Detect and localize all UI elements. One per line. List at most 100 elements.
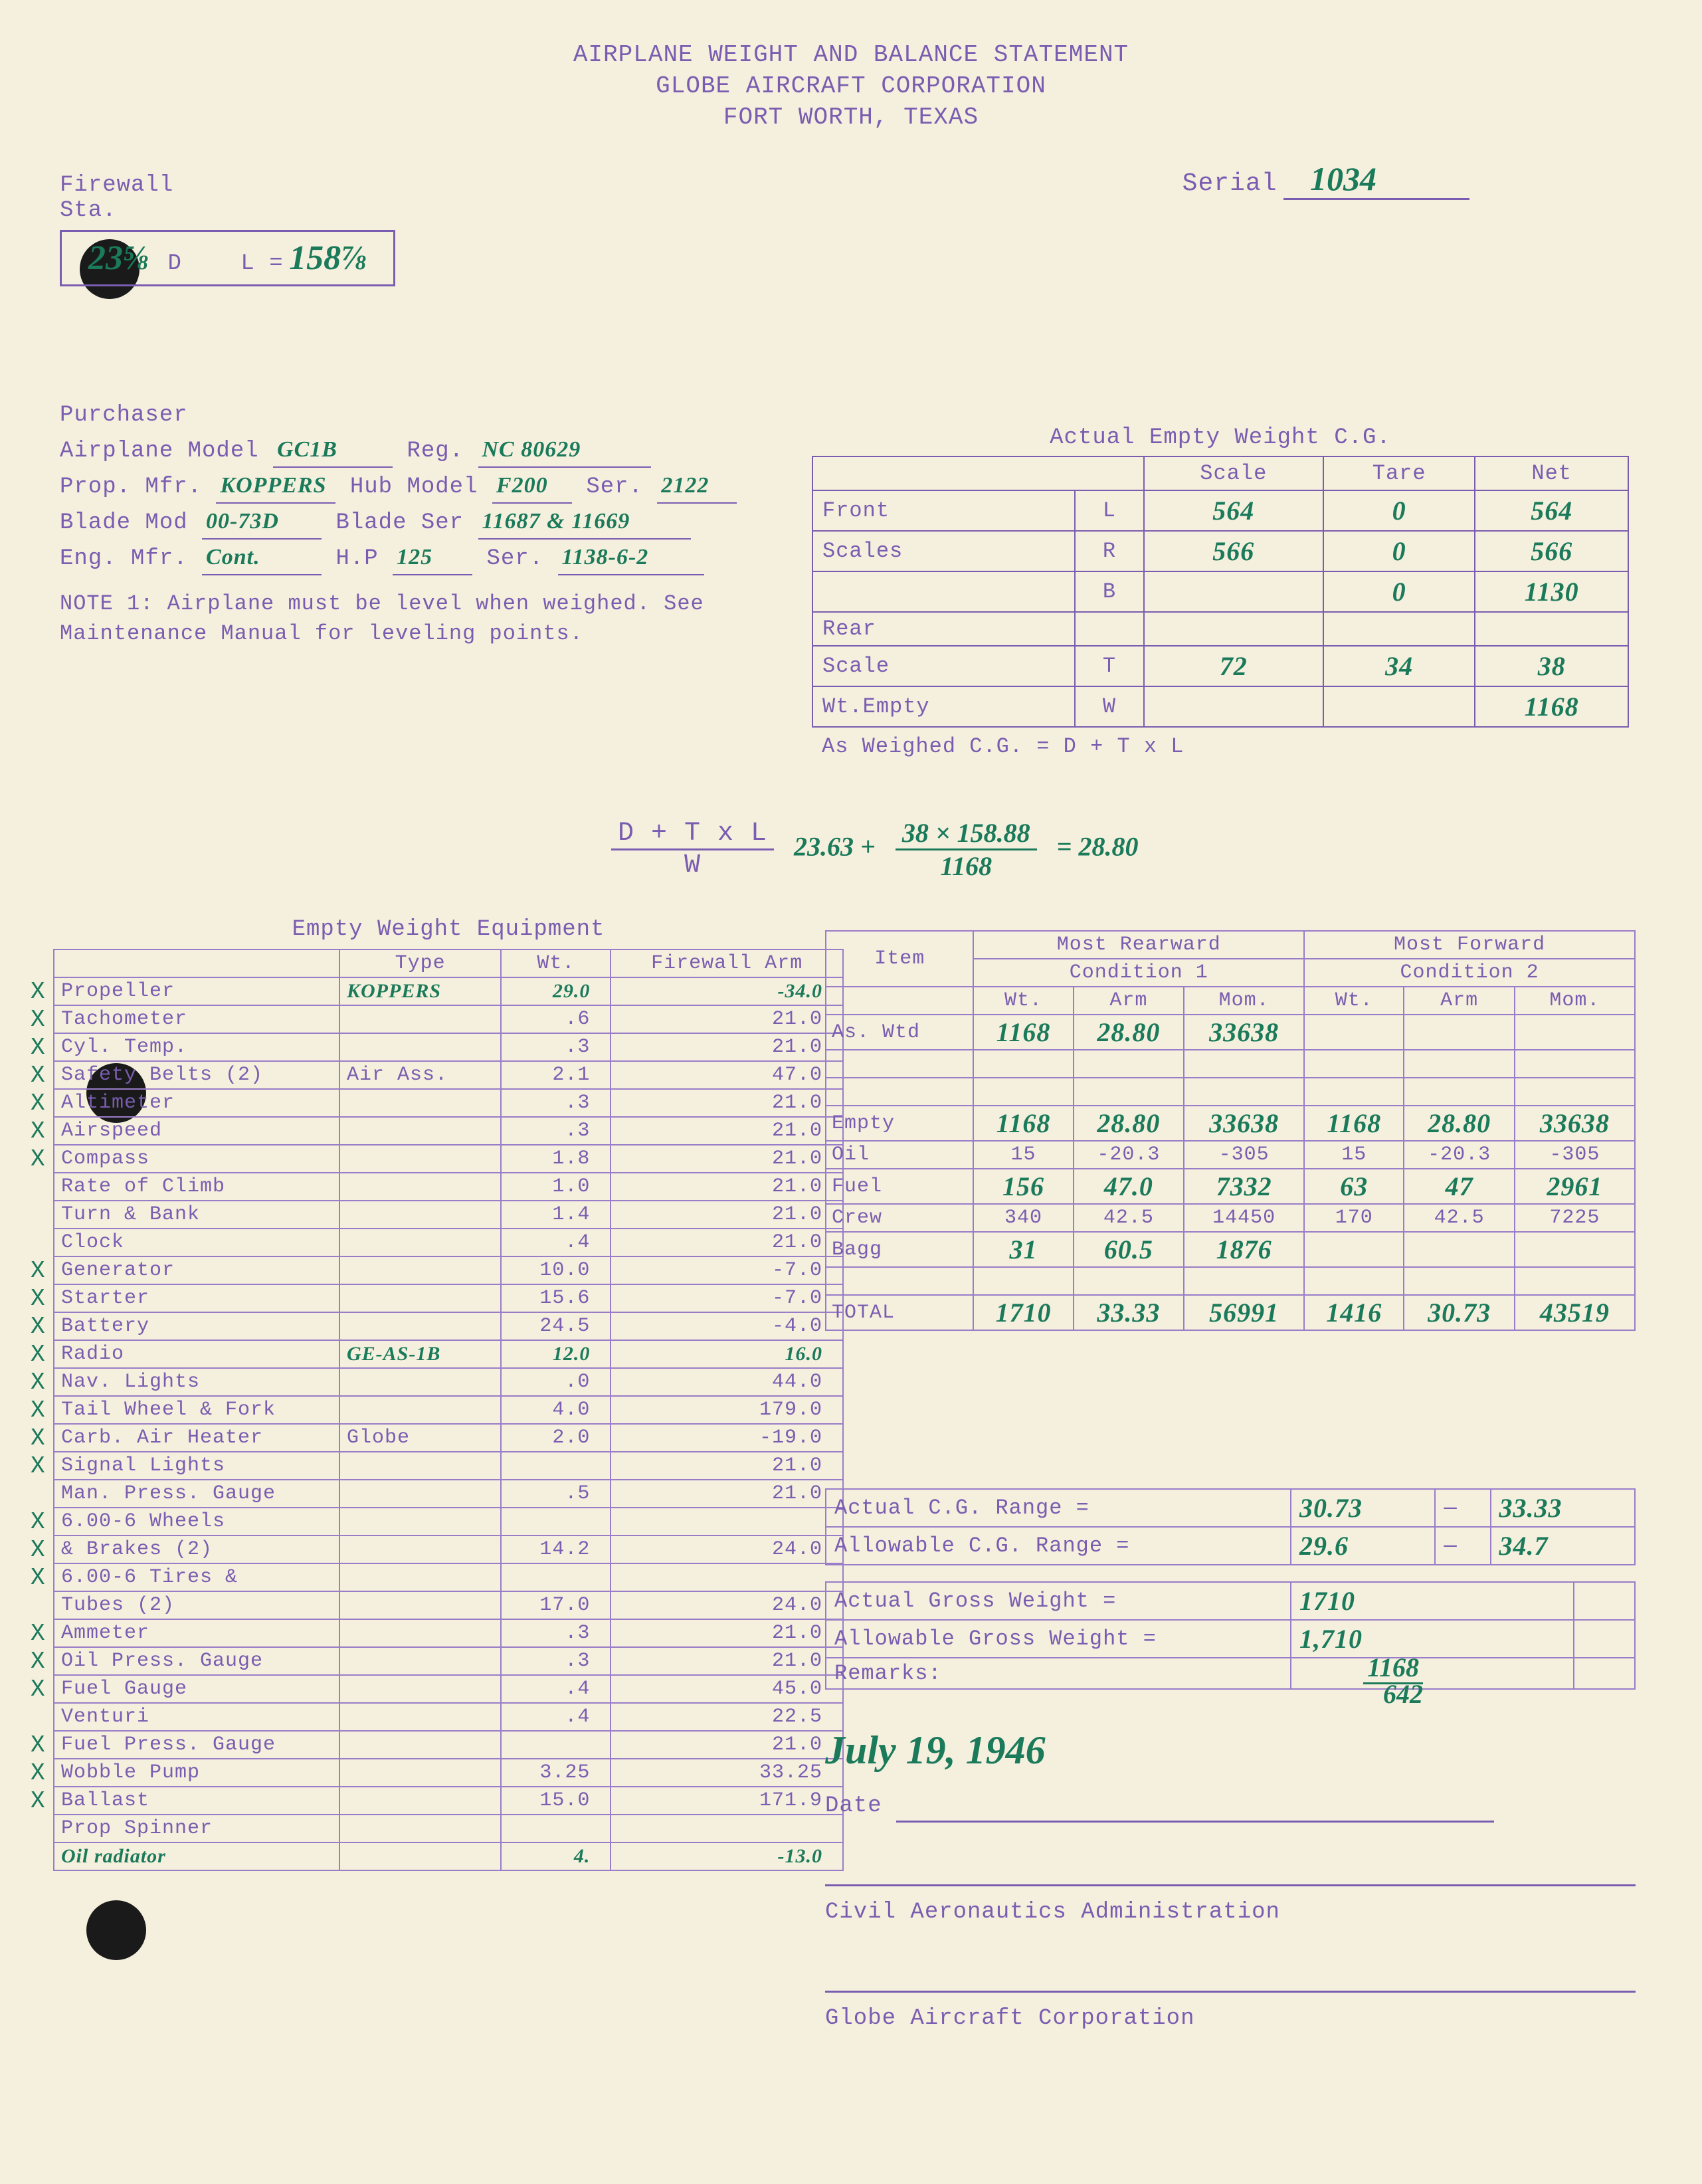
serial-field: Serial 1034 bbox=[1182, 159, 1469, 200]
equip-type bbox=[339, 1536, 501, 1563]
checkmark-icon: X bbox=[31, 1397, 46, 1424]
equip-wt bbox=[501, 1563, 611, 1591]
rf-label bbox=[826, 1050, 973, 1078]
checkmark-icon: X bbox=[31, 1145, 46, 1173]
rf-cell: 56991 bbox=[1184, 1295, 1304, 1330]
cg-scale: 72 bbox=[1144, 646, 1323, 686]
checkmark-icon: X bbox=[31, 1341, 46, 1368]
equip-row: Venturi .4 22.5 bbox=[54, 1703, 843, 1731]
equip-wt: .0 bbox=[501, 1368, 611, 1396]
loading-row: As. Wtd116828.8033638 bbox=[826, 1015, 1635, 1050]
rf-label bbox=[826, 1078, 973, 1106]
cg-scale bbox=[1144, 571, 1323, 612]
range-row: Allowable C.G. Range = 29.6 — 34.7 bbox=[826, 1527, 1635, 1565]
equip-item: XSafety Belts (2) bbox=[54, 1061, 339, 1089]
rf-cell bbox=[1404, 1078, 1514, 1106]
checkmark-icon: X bbox=[31, 1732, 46, 1759]
equip-arm: 21.0 bbox=[611, 1005, 843, 1033]
equip-wt: 12.0 bbox=[501, 1340, 611, 1368]
range-dash: — bbox=[1435, 1489, 1490, 1527]
rf-col: Arm bbox=[1074, 987, 1184, 1015]
equip-item: X& Brakes (2) bbox=[54, 1536, 339, 1563]
equip-type bbox=[339, 1647, 501, 1675]
equip-row: Turn & Bank 1.4 21.0 bbox=[54, 1201, 843, 1229]
equip-row: Clock .4 21.0 bbox=[54, 1229, 843, 1256]
equip-item: X6.00-6 Wheels bbox=[54, 1508, 339, 1536]
equip-item: XAmmeter bbox=[54, 1619, 339, 1647]
cg-row: Wt.Empty W 1168 bbox=[812, 686, 1628, 727]
equip-type: Globe bbox=[339, 1424, 501, 1452]
cg-tare: 34 bbox=[1323, 646, 1475, 686]
calc-result: 28.80 bbox=[1078, 832, 1138, 862]
equip-row: XSignal Lights 21.0 bbox=[54, 1452, 843, 1480]
cg-col-tare: Tare bbox=[1323, 456, 1475, 490]
equip-wt: 17.0 bbox=[501, 1591, 611, 1619]
equip-type bbox=[339, 1201, 501, 1229]
equip-row: XBattery 24.5 -4.0 bbox=[54, 1312, 843, 1340]
checkmark-icon: X bbox=[31, 1034, 46, 1061]
equip-arm: 21.0 bbox=[611, 1229, 843, 1256]
equip-type bbox=[339, 1089, 501, 1117]
equip-row: XRadio GE-AS-1B 12.0 16.0 bbox=[54, 1340, 843, 1368]
d-label: D bbox=[168, 251, 182, 276]
equip-wt bbox=[501, 1508, 611, 1536]
equip-wt: .3 bbox=[501, 1033, 611, 1061]
checkmark-icon: X bbox=[31, 1508, 46, 1536]
cg-row-sub: L bbox=[1075, 490, 1144, 531]
equip-item: XRadio bbox=[54, 1340, 339, 1368]
range-row: Actual C.G. Range = 30.73 — 33.33 bbox=[826, 1489, 1635, 1527]
equip-wt: .4 bbox=[501, 1703, 611, 1731]
rf-label: Oil bbox=[826, 1141, 973, 1169]
calc-lhs-den: W bbox=[611, 850, 774, 880]
equip-type bbox=[339, 1759, 501, 1787]
calc-eq: = bbox=[1057, 832, 1072, 862]
cg-row: Rear bbox=[812, 612, 1628, 646]
rf-cell: 28.80 bbox=[1404, 1106, 1514, 1141]
equip-row: XFuel Press. Gauge 21.0 bbox=[54, 1731, 843, 1759]
loading-row bbox=[826, 1050, 1635, 1078]
equip-row: X& Brakes (2) 14.2 24.0 bbox=[54, 1536, 843, 1563]
rf-cell bbox=[1515, 1015, 1635, 1050]
equip-item: Tubes (2) bbox=[54, 1591, 339, 1619]
equip-type bbox=[339, 1675, 501, 1703]
rf-cell: -305 bbox=[1515, 1141, 1635, 1169]
equip-item: Venturi bbox=[54, 1703, 339, 1731]
rf-cell bbox=[1404, 1050, 1514, 1078]
hubmodel-label: Hub Model bbox=[350, 474, 478, 500]
cg-row: B 0 1130 bbox=[812, 571, 1628, 612]
rf-cell bbox=[1304, 1015, 1404, 1050]
cg-tare bbox=[1323, 686, 1475, 727]
equip-col-wt: Wt. bbox=[501, 949, 611, 977]
equip-arm: 21.0 bbox=[611, 1201, 843, 1229]
calc-d: 23.63 bbox=[794, 832, 854, 862]
equip-wt bbox=[501, 1452, 611, 1480]
gross-row: Remarks: bbox=[826, 1658, 1635, 1689]
equip-row: Tubes (2) 17.0 24.0 bbox=[54, 1591, 843, 1619]
cg-col-net: Net bbox=[1475, 456, 1628, 490]
rf-cell bbox=[1304, 1267, 1404, 1295]
rf-cell bbox=[1515, 1078, 1635, 1106]
l-value: 158⅞ bbox=[289, 239, 367, 277]
rf-cell: 47.0 bbox=[1074, 1169, 1184, 1204]
gross-row: Actual Gross Weight = 1710 bbox=[826, 1582, 1635, 1620]
rf-col: Mom. bbox=[1184, 987, 1304, 1015]
equip-type bbox=[339, 1396, 501, 1424]
equip-arm: 179.0 bbox=[611, 1396, 843, 1424]
equip-arm bbox=[611, 1563, 843, 1591]
equip-arm: 21.0 bbox=[611, 1731, 843, 1759]
equip-row: XTail Wheel & Fork 4.0 179.0 bbox=[54, 1396, 843, 1424]
gross-val bbox=[1291, 1658, 1574, 1689]
equip-row: XWobble Pump 3.25 33.25 bbox=[54, 1759, 843, 1787]
equip-wt: 1.4 bbox=[501, 1201, 611, 1229]
sub-c1: Condition 1 bbox=[973, 959, 1304, 987]
equip-wt: .4 bbox=[501, 1229, 611, 1256]
equip-wt: 14.2 bbox=[501, 1536, 611, 1563]
stacked-bottom: 642 bbox=[1383, 1679, 1423, 1709]
equip-item: XAirspeed bbox=[54, 1117, 339, 1145]
cg-row-sub: B bbox=[1075, 571, 1144, 612]
cg-net bbox=[1475, 612, 1628, 646]
engser-label: Ser. bbox=[486, 546, 543, 571]
cg-calculation: D + T x L W 23.63 + 38 × 158.88 1168 = 2… bbox=[598, 817, 1138, 882]
range-dash: — bbox=[1435, 1527, 1490, 1565]
equip-type bbox=[339, 1033, 501, 1061]
